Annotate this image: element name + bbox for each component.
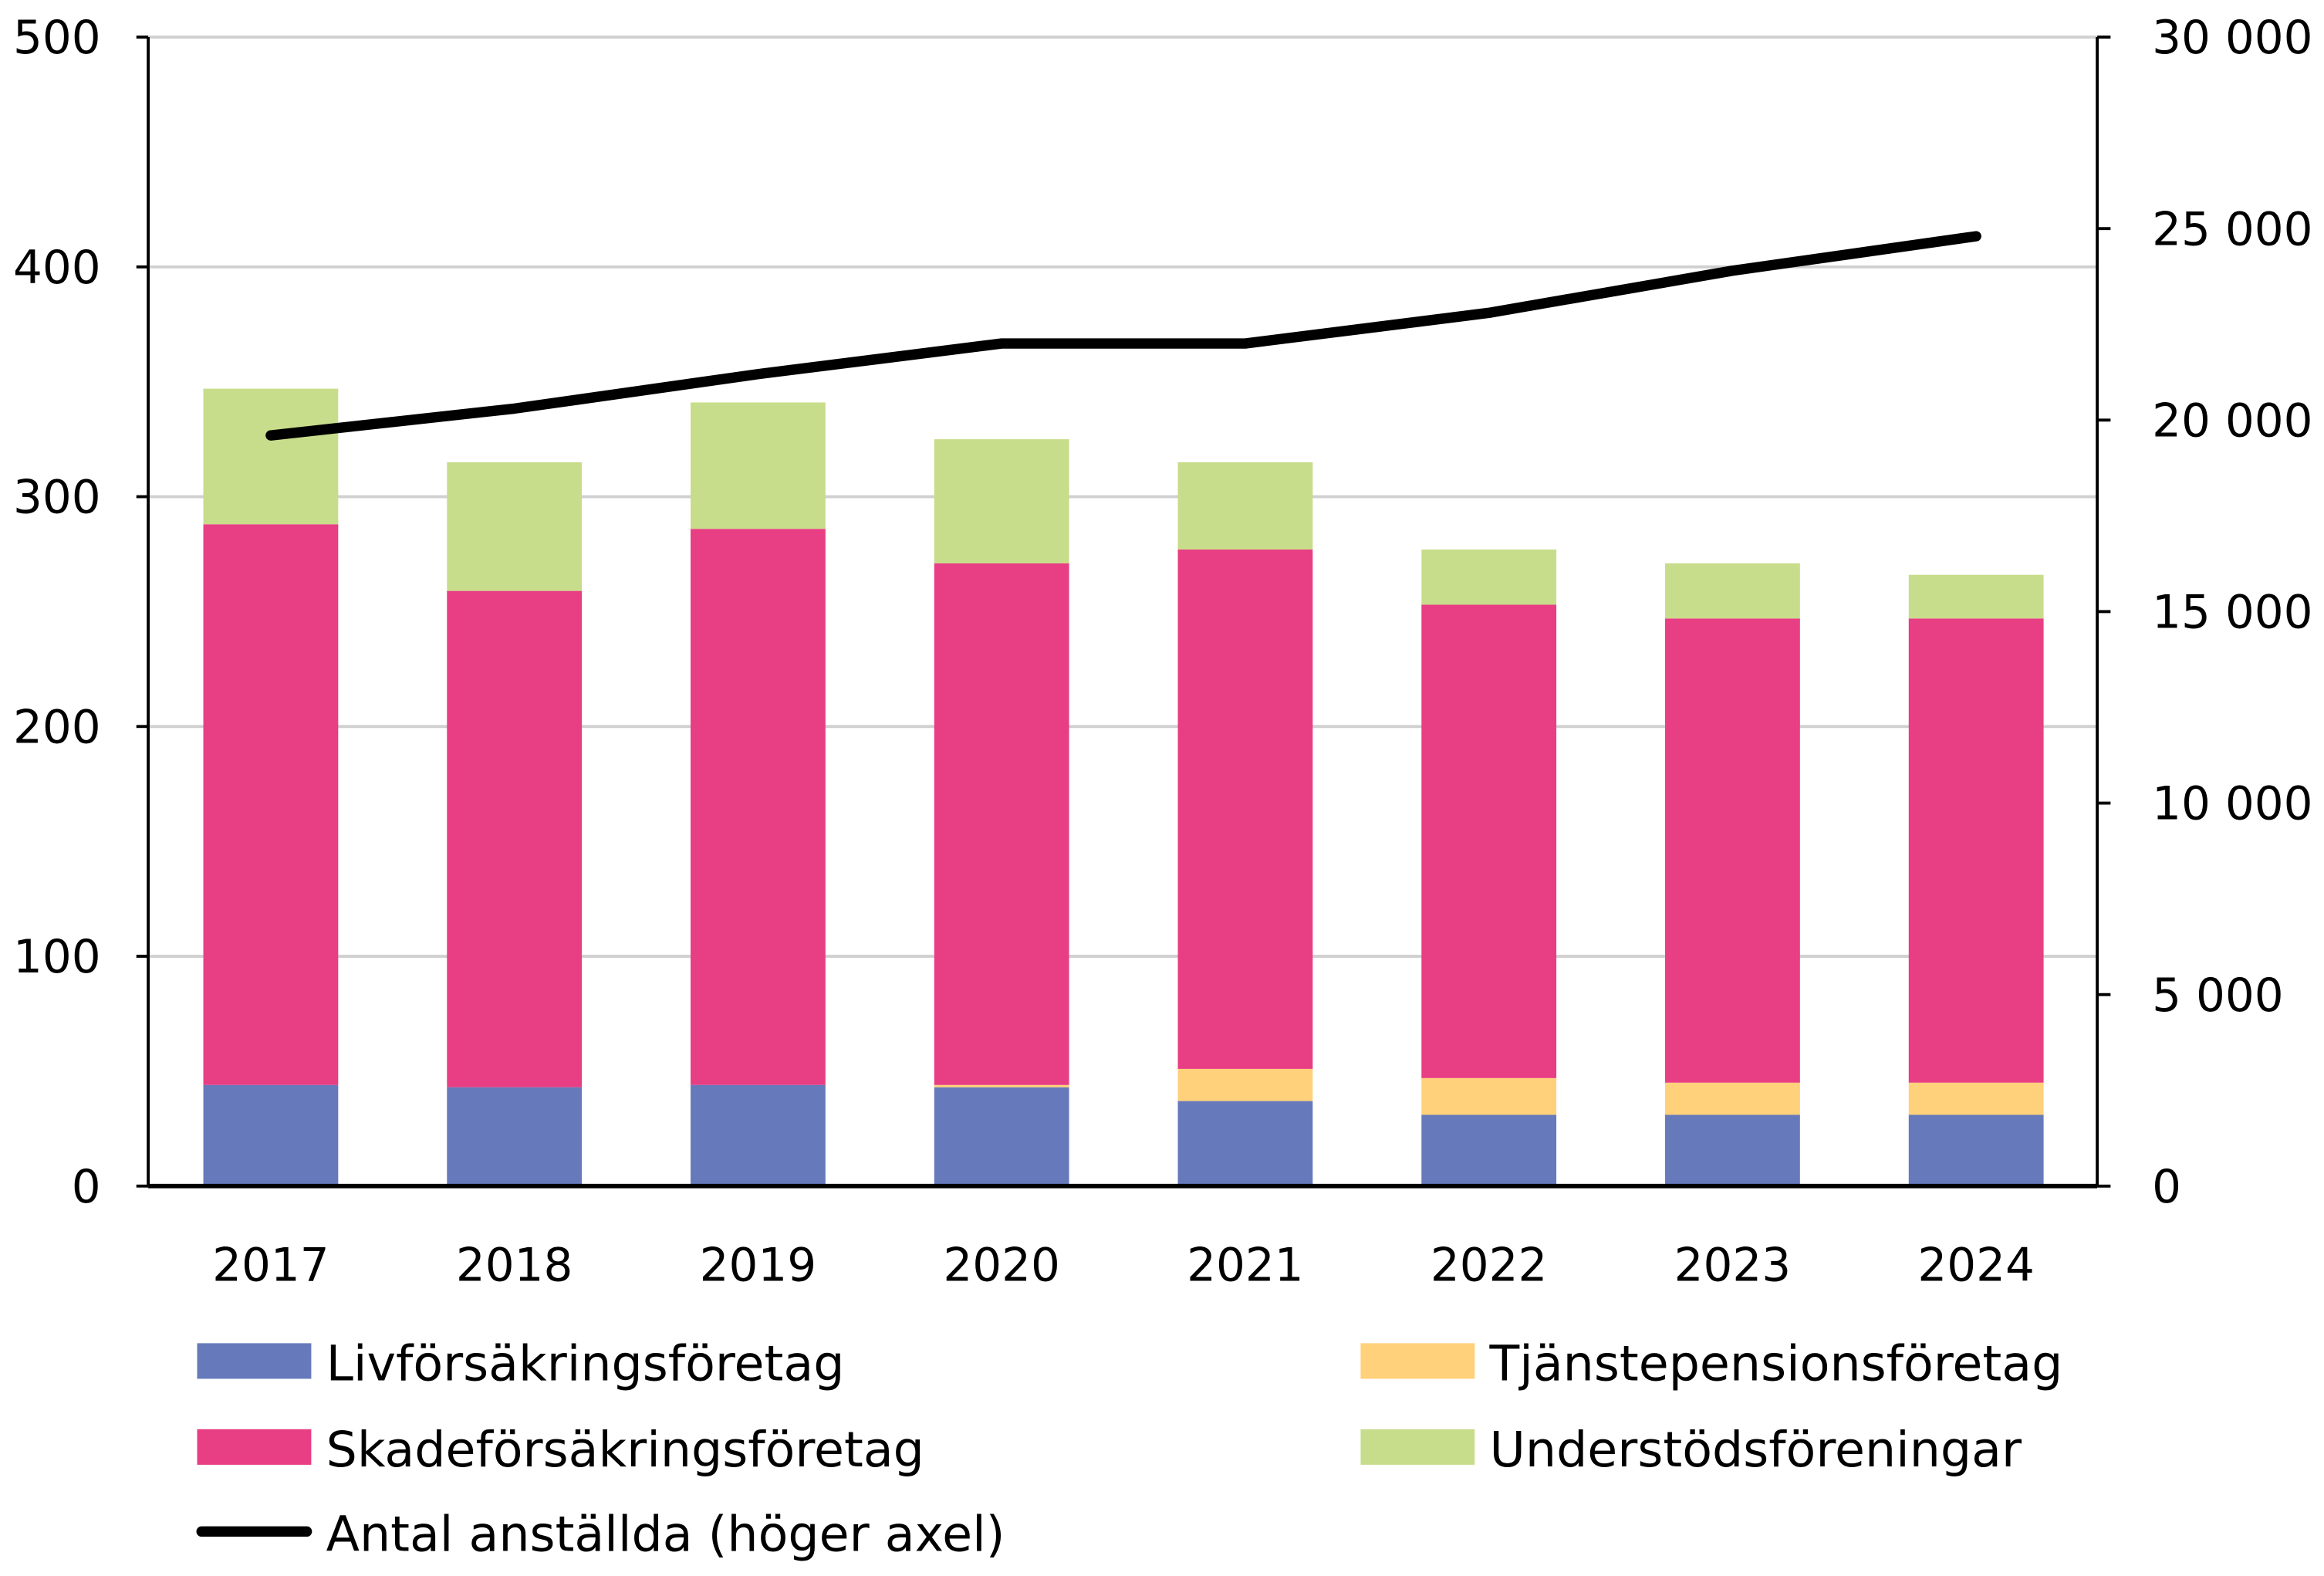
legend-swatch-Livförsäkringsföretag bbox=[197, 1343, 312, 1379]
y2-tick-label: 25 000 bbox=[2152, 203, 2312, 256]
x-tick-label: 2018 bbox=[456, 1239, 573, 1293]
x-tick-label: 2022 bbox=[1431, 1239, 1548, 1293]
y-tick-label: 500 bbox=[13, 12, 101, 65]
legend-swatch-Skadeförsäkringsföretag bbox=[197, 1429, 312, 1465]
bar-Tjänstepensionsföretag-2020 bbox=[934, 1084, 1069, 1087]
bar-Skadeförsäkringsföretag-2017 bbox=[203, 524, 339, 1085]
bar-Tjänstepensionsföretag-2022 bbox=[1421, 1077, 1557, 1115]
bar-Livförsäkringsföretag-2017 bbox=[203, 1084, 339, 1186]
legend-label: Tjänstepensionsföretag bbox=[1489, 1334, 2063, 1392]
bar-Tjänstepensionsföretag-2021 bbox=[1177, 1068, 1313, 1101]
y2-tick-label: 10 000 bbox=[2152, 778, 2312, 831]
bar-Understödsföreningar-2018 bbox=[447, 462, 583, 591]
x-tick-label: 2024 bbox=[1917, 1239, 2035, 1293]
legend-label: Skadeförsäkringsföretag bbox=[326, 1421, 924, 1478]
bar-Understödsföreningar-2020 bbox=[934, 439, 1069, 563]
y-tick-label: 0 bbox=[72, 1161, 101, 1214]
bar-Livförsäkringsföretag-2022 bbox=[1421, 1114, 1557, 1186]
bar-Skadeförsäkringsföretag-2022 bbox=[1421, 604, 1557, 1078]
y2-tick-label: 5 000 bbox=[2152, 969, 2283, 1023]
x-tick-label: 2023 bbox=[1674, 1239, 1792, 1293]
bar-Skadeförsäkringsföretag-2023 bbox=[1665, 618, 1800, 1083]
bar-Skadeförsäkringsföretag-2021 bbox=[1177, 550, 1313, 1069]
gridlines bbox=[148, 36, 2098, 958]
y2-tick-label: 20 000 bbox=[2152, 394, 2312, 448]
bar-Understödsföreningar-2017 bbox=[203, 388, 339, 525]
y-tick-label: 200 bbox=[13, 701, 101, 754]
bar-Livförsäkringsföretag-2023 bbox=[1665, 1114, 1800, 1186]
legend-label: Livförsäkringsföretag bbox=[326, 1334, 845, 1392]
line-antal-anstallda bbox=[265, 231, 1981, 441]
legend-label: Antal anställda (höger axel) bbox=[326, 1505, 1005, 1562]
bar-Livförsäkringsföretag-2021 bbox=[1177, 1101, 1313, 1186]
y2-tick-label: 0 bbox=[2152, 1161, 2181, 1214]
bar-Skadeförsäkringsföretag-2020 bbox=[934, 563, 1069, 1085]
bar-Tjänstepensionsföretag-2024 bbox=[1908, 1082, 2044, 1115]
bar-Understödsföreningar-2022 bbox=[1421, 550, 1557, 605]
legend-swatch-Understödsföreningar bbox=[1360, 1429, 1475, 1465]
bar-Understödsföreningar-2023 bbox=[1665, 563, 1800, 619]
axes: 0 100 200 300 400 500 0 5 000 10 000 15 000 20 000… bbox=[13, 12, 2313, 1293]
bar-Skadeförsäkringsföretag-2019 bbox=[691, 529, 826, 1085]
bar-Understödsföreningar-2021 bbox=[1177, 462, 1313, 550]
x-tick-label: 2019 bbox=[700, 1239, 817, 1293]
bar-Livförsäkringsföretag-2019 bbox=[691, 1084, 826, 1186]
bar-Livförsäkringsföretag-2018 bbox=[447, 1087, 583, 1186]
x-tick-label: 2020 bbox=[943, 1239, 1060, 1293]
bar-Livförsäkringsföretag-2024 bbox=[1908, 1114, 2044, 1186]
bar-Skadeförsäkringsföretag-2018 bbox=[447, 590, 583, 1087]
y-tick-label: 300 bbox=[13, 472, 101, 525]
y-tick-label: 100 bbox=[13, 931, 101, 984]
x-tick-label: 2021 bbox=[1187, 1239, 1304, 1293]
legend-swatch-Tjänstepensionsföretag bbox=[1360, 1343, 1475, 1379]
bars bbox=[203, 388, 2044, 1186]
y2-tick-label: 30 000 bbox=[2152, 12, 2312, 65]
bar-Tjänstepensionsföretag-2023 bbox=[1665, 1082, 1800, 1115]
legend: Livförsäkringsföretag Tjänstepensionsföre… bbox=[196, 1334, 2063, 1562]
x-tick-label: 2017 bbox=[212, 1239, 329, 1293]
bar-Understödsföreningar-2019 bbox=[691, 402, 826, 529]
y2-tick-label: 15 000 bbox=[2152, 587, 2312, 640]
line-series bbox=[265, 231, 1981, 441]
bar-Livförsäkringsföretag-2020 bbox=[934, 1087, 1069, 1186]
bar-Understödsföreningar-2024 bbox=[1908, 574, 2044, 619]
y-tick-label: 400 bbox=[13, 242, 101, 295]
bar-Skadeförsäkringsföretag-2024 bbox=[1908, 618, 2044, 1083]
legend-label: Understödsföreningar bbox=[1490, 1421, 2022, 1478]
